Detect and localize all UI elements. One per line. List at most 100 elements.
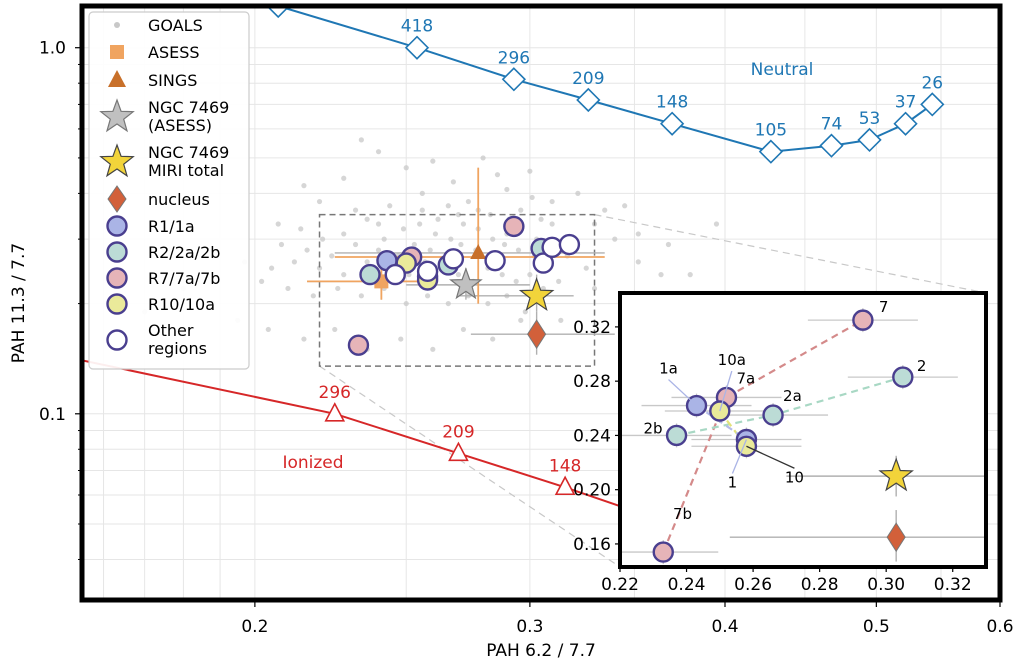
goals-point — [435, 216, 441, 222]
region-marker-other — [442, 248, 465, 270]
ionized-size-label: 148 — [549, 456, 581, 476]
goals-point — [529, 194, 535, 201]
region-marker-other — [532, 252, 555, 274]
x-tick-label: 0.4 — [711, 617, 738, 637]
goals-point — [504, 186, 510, 193]
goals-point — [549, 198, 555, 205]
ionized-track-marker — [324, 402, 346, 422]
goals-point — [387, 203, 393, 209]
x-tick-label: 0.2 — [241, 617, 268, 637]
goals-point — [515, 247, 522, 253]
neutral-track-marker — [819, 133, 844, 158]
goals-point — [465, 198, 471, 205]
goals-point — [458, 241, 464, 248]
legend-marker-nucleus — [107, 185, 127, 213]
goals-point — [285, 285, 291, 292]
legend-marker-r7 — [106, 267, 128, 289]
x-tick-label: 0.3 — [516, 617, 543, 637]
goals-point — [364, 216, 370, 222]
zoom-line-bottom — [319, 365, 621, 568]
ionized-track-name: Ionized — [282, 453, 343, 473]
legend-marker-r2 — [106, 241, 128, 263]
goals-point — [687, 272, 693, 278]
region-marker-7b — [347, 334, 370, 356]
inset-y-tick-label: 0.24 — [573, 426, 611, 446]
neutral-size-label: 296 — [498, 48, 530, 68]
goals-point — [265, 326, 271, 333]
goals-point — [310, 293, 316, 299]
goals-point — [501, 241, 508, 248]
goals-point — [490, 236, 496, 242]
goals-point — [358, 137, 364, 143]
neutral-size-label: 418 — [401, 17, 433, 37]
goals-point — [364, 259, 370, 265]
inset-region-marker-2a — [762, 404, 784, 426]
inset-region-label-1a: 1a — [659, 360, 678, 378]
inset-region-marker-7 — [852, 309, 874, 331]
inset-leader-1 — [731, 439, 748, 474]
inset-region-label-2b: 2b — [643, 419, 662, 437]
region-marker-other — [541, 236, 563, 258]
goals-point — [556, 278, 562, 284]
main-axis-ticks: 0.2 0.3 0.4 0.5 0.6 0.1 1.0 — [39, 39, 1014, 637]
goals-point — [499, 272, 505, 278]
neutral-size-label: 26 — [921, 73, 943, 93]
legend-label: R1/1a — [148, 217, 195, 236]
legend-label: GOALS — [148, 16, 203, 35]
inset-region-label-7a: 7a — [736, 369, 755, 387]
inset-region-marker-2b — [665, 424, 688, 447]
inset-x-tick-label: 0.24 — [668, 575, 706, 595]
goals-point — [518, 317, 524, 323]
neutral-track-marker — [920, 92, 945, 117]
goals-point — [403, 165, 409, 171]
inset-region-label-10a: 10a — [718, 351, 746, 369]
goals-point — [575, 190, 581, 196]
neutral-track-marker — [501, 67, 526, 92]
goals-point — [352, 207, 359, 213]
inset-x-tick-label: 0.28 — [801, 575, 839, 595]
y-axis-label: PAH 11.3 / 7.7 — [9, 243, 29, 363]
neutral-track-marker — [576, 87, 601, 113]
legend-marker-star-miri — [99, 143, 135, 178]
inset-x-tick-label: 0.32 — [934, 575, 972, 595]
inset-region-marker-7b — [652, 541, 674, 563]
legend-label-line2: MIRI total — [148, 161, 224, 180]
goals-point — [494, 172, 501, 178]
neutral-track-name: Neutral — [751, 60, 814, 80]
goals-point — [316, 265, 323, 271]
goals-point — [455, 212, 462, 218]
legend-marker-sings — [108, 70, 126, 87]
nucleus-marker — [527, 319, 547, 350]
zoom-box — [318, 213, 596, 367]
zoom-connector-lines — [319, 214, 987, 568]
x-tick-label: 0.5 — [863, 617, 890, 637]
goals-point — [518, 207, 524, 213]
goals-point — [427, 247, 433, 253]
ngc7469-asess-star — [449, 267, 483, 300]
goals-point — [527, 168, 533, 174]
legend-marker-asess — [110, 45, 124, 59]
inset-region-label-1: 1 — [728, 473, 738, 491]
y-tick-label: 0.1 — [39, 405, 66, 425]
goals-point — [480, 155, 486, 161]
goals-point — [424, 293, 431, 299]
legend-box — [88, 11, 250, 370]
region-marker-2b — [359, 263, 381, 286]
legend-marker-other — [106, 329, 128, 351]
goals-point — [658, 272, 664, 278]
goals-point — [450, 179, 456, 185]
neutral-track-marker — [404, 35, 430, 60]
goals-point — [419, 207, 425, 213]
inset-region-label-2a: 2a — [783, 387, 802, 405]
goals-point — [522, 309, 528, 315]
goals-point — [635, 259, 641, 265]
inset-leader-1a — [668, 379, 697, 407]
inset-y-tick-label: 0.16 — [573, 535, 611, 555]
goals-point — [460, 221, 467, 227]
legend-label-line2: (ASESS) — [148, 116, 212, 135]
neutral-track-marker — [857, 127, 882, 153]
ionized-size-label: 209 — [442, 422, 474, 442]
goals-point — [259, 278, 265, 284]
goals-point — [398, 336, 404, 342]
